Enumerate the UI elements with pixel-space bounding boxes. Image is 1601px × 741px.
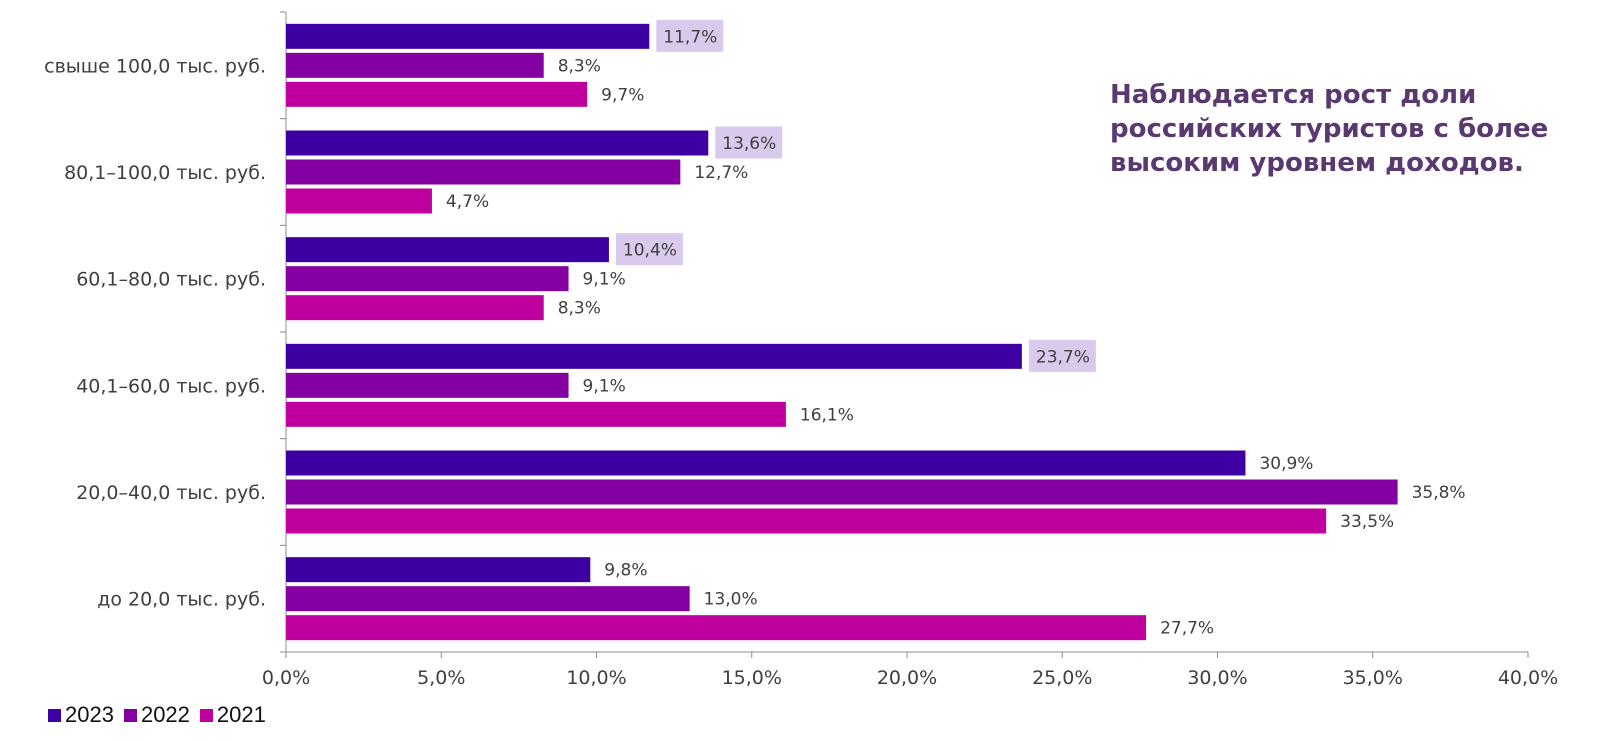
data-label-2023: 23,7% [1036,347,1090,367]
bar-2023 [286,557,591,583]
category-label: 80,1–100,0 тыс. руб. [64,162,266,184]
data-label-2022: 9,1% [583,376,626,396]
x-tick-label: 15,0% [722,667,782,689]
bar-2021 [286,188,432,214]
data-label-2021: 4,7% [446,192,489,212]
x-tick-label: 35,0% [1343,667,1403,689]
legend-item-2022: 2022 [123,702,190,728]
x-tick-label: 5,0% [417,667,465,689]
legend: 2023 2022 2021 [48,702,266,728]
data-label-2023: 9,8% [604,561,647,581]
legend-item-2023: 2023 [48,702,114,728]
x-tick-label: 30,0% [1187,667,1247,689]
x-tick-label: 25,0% [1032,667,1092,689]
data-label-2021: 33,5% [1340,512,1394,532]
bar-2023 [286,23,650,49]
bar-2022 [286,266,569,292]
data-label-highlight [715,126,783,159]
bar-2021 [286,81,588,107]
bar-2021 [286,295,544,321]
annotation-line-3: высоким уровнем доходов. [1110,148,1524,178]
x-tick-label: 20,0% [877,667,937,689]
bar-2021 [286,508,1327,534]
bar-2022 [286,159,681,185]
data-label-2021: 9,7% [601,85,644,105]
data-label-2021: 27,7% [1160,619,1214,639]
legend-swatch-2021 [199,708,213,722]
data-label-2023: 11,7% [663,27,717,47]
data-label-2021: 8,3% [558,299,601,319]
legend-swatch-2022 [123,708,137,722]
category-label: 40,1–60,0 тыс. руб. [76,375,266,397]
bar-2022 [286,479,1398,505]
data-label-2022: 8,3% [558,56,601,76]
data-label-2023: 13,6% [722,134,776,154]
data-label-2022: 9,1% [583,270,626,290]
legend-swatch-2023 [48,708,61,722]
data-label-2022: 12,7% [694,163,748,183]
legend-label-2023: 2023 [65,702,114,727]
bar-2022 [286,586,690,612]
data-label-highlight [656,19,724,52]
category-label: до 20,0 тыс. руб. [97,589,266,611]
annotation-line-2: российских туристов с более [1110,114,1549,144]
bar-chart: 0,0% 5,0% 10,0% 15,0% 20,0% 25,0% 30,0% 35,0% 40… [44,11,1558,689]
category-label: 60,1–80,0 тыс. руб. [76,269,266,291]
category-label: 20,0–40,0 тыс. руб. [76,482,266,504]
bar-2022 [286,52,544,78]
bar-2023 [286,130,709,156]
data-label-highlight [1028,339,1096,372]
bar-2021 [286,615,1147,641]
category-label: свыше 100,0 тыс. руб. [44,55,266,77]
legend-label-2022: 2022 [140,702,190,727]
bar-2023 [286,237,609,263]
annotation-text: Наблюдается рост доли российских туристо… [1110,78,1601,180]
data-label-2021: 16,1% [800,405,854,425]
bar-2022 [286,372,569,398]
legend-label-2021: 2021 [216,702,266,727]
annotation-line-1: Наблюдается рост доли [1110,80,1477,110]
legend-item-2021: 2021 [199,702,266,728]
x-tick-label: 10,0% [566,667,626,689]
data-label-highlight [615,233,683,266]
data-label-2023: 30,9% [1259,454,1313,474]
data-label-2023: 10,4% [623,241,677,261]
bar-2021 [286,401,786,427]
data-label-2022: 35,8% [1412,483,1466,503]
x-tick-label: 0,0% [262,667,310,689]
x-tick-label: 40,0% [1498,667,1558,689]
bar-2023 [286,450,1246,476]
data-label-2022: 13,0% [704,590,758,610]
bar-2023 [286,343,1022,369]
